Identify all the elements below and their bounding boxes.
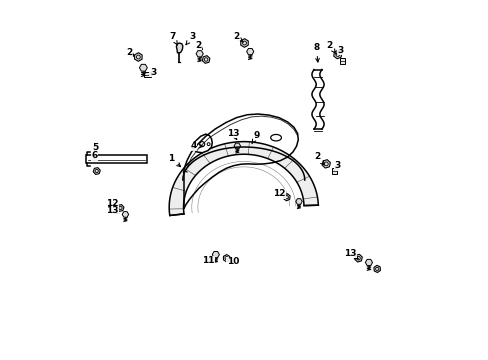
Text: 10: 10	[226, 257, 239, 266]
Polygon shape	[176, 43, 183, 53]
Text: 2: 2	[326, 41, 335, 54]
Polygon shape	[240, 39, 248, 47]
Text: 13: 13	[344, 249, 358, 259]
Text: 12: 12	[273, 189, 285, 198]
Polygon shape	[234, 143, 240, 149]
Text: 8: 8	[312, 43, 319, 62]
Polygon shape	[117, 204, 123, 211]
Polygon shape	[191, 134, 212, 153]
Text: 3: 3	[185, 32, 195, 45]
Polygon shape	[202, 56, 209, 63]
Polygon shape	[365, 259, 372, 266]
Text: 2: 2	[233, 32, 243, 42]
Polygon shape	[295, 199, 302, 204]
Polygon shape	[212, 252, 219, 258]
Polygon shape	[134, 53, 142, 61]
Text: 1: 1	[168, 154, 180, 167]
Text: 6: 6	[91, 152, 98, 161]
Polygon shape	[246, 49, 253, 55]
Polygon shape	[283, 194, 289, 201]
Bar	[331, 168, 336, 174]
Bar	[86, 155, 147, 163]
Polygon shape	[196, 51, 203, 57]
Text: 13: 13	[226, 129, 239, 140]
Polygon shape	[354, 254, 362, 262]
Text: 12: 12	[105, 199, 118, 208]
Text: 4: 4	[190, 141, 203, 150]
Polygon shape	[373, 265, 380, 273]
Polygon shape	[333, 50, 341, 59]
Polygon shape	[93, 168, 100, 175]
Bar	[144, 72, 151, 77]
Polygon shape	[322, 160, 330, 168]
Polygon shape	[139, 64, 147, 71]
Text: 2: 2	[195, 41, 202, 50]
Bar	[339, 58, 344, 64]
Text: 3: 3	[149, 68, 156, 77]
Text: 2: 2	[126, 48, 134, 57]
Text: 3: 3	[334, 161, 340, 171]
Text: 13: 13	[105, 206, 119, 215]
Polygon shape	[223, 255, 229, 262]
Text: 7: 7	[169, 32, 177, 45]
Text: 3: 3	[336, 46, 343, 55]
Text: 11: 11	[202, 256, 214, 265]
Text: 5: 5	[92, 143, 99, 153]
Polygon shape	[169, 141, 318, 216]
Text: 9: 9	[251, 131, 260, 144]
Text: 2: 2	[313, 152, 324, 165]
Polygon shape	[122, 212, 128, 217]
